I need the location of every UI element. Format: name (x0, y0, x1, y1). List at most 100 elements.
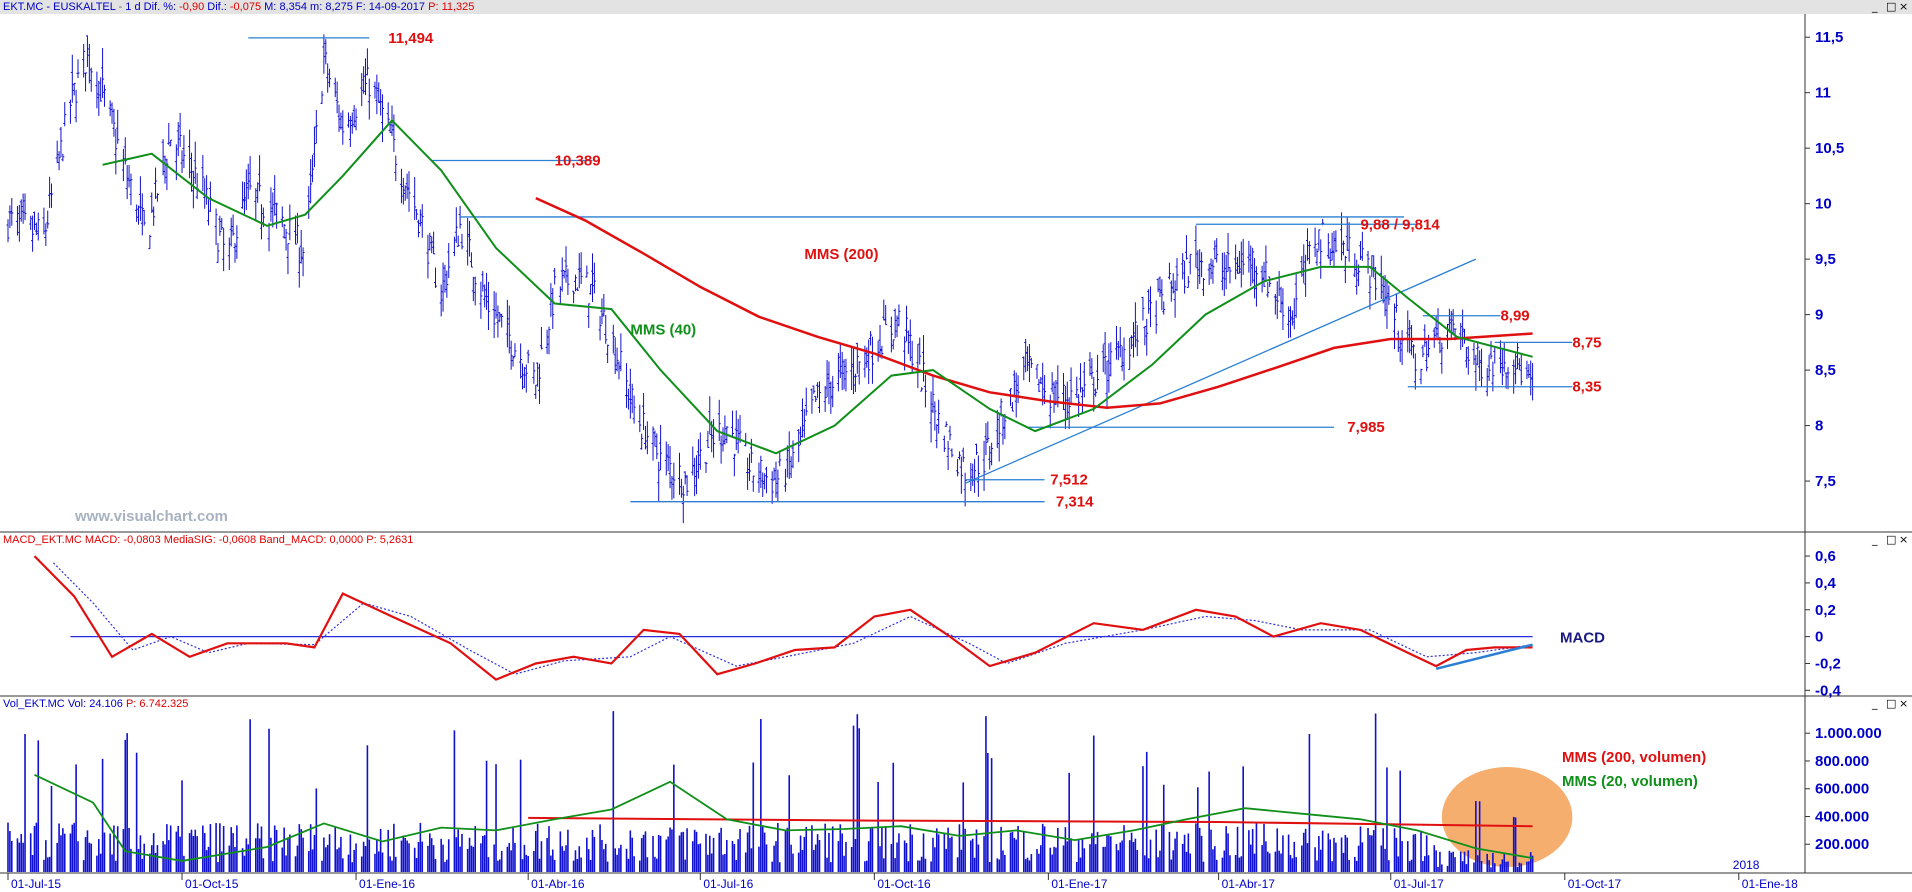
x-axis-label: 01-Abr-17 (1222, 877, 1276, 891)
price-bar (1234, 244, 1238, 280)
price-bar (628, 368, 632, 419)
price-bar (1385, 279, 1389, 329)
price-bar (802, 408, 806, 438)
price-bar (984, 423, 988, 456)
price-bar (248, 156, 252, 190)
price-bar (1198, 249, 1202, 284)
price-bar (1347, 222, 1351, 262)
price-bar (76, 59, 80, 79)
close-price-panel-button[interactable]: × (1899, 0, 1909, 13)
price-bar (1211, 259, 1215, 284)
macd-divergence-line[interactable] (1435, 643, 1533, 671)
volume-y-tick-label: 1.000.000 (1815, 725, 1882, 742)
price-bar (579, 252, 583, 285)
price-bar (717, 399, 721, 441)
price-bar (611, 324, 615, 354)
volume-mms200-line (528, 816, 1533, 828)
price-bar (651, 426, 655, 461)
price-bar (55, 140, 59, 163)
price-bar (772, 467, 776, 481)
price-bar (969, 463, 973, 491)
price-bar (430, 236, 434, 254)
close-volume-panel-button[interactable]: × (1899, 697, 1909, 710)
close-macd-panel-button[interactable]: × (1899, 533, 1909, 546)
minimize-price-panel-button[interactable]: _ (1872, 0, 1878, 13)
symbol-label: EKT.MC - EUSKALTEL (3, 1, 116, 13)
minimize-volume-panel-button[interactable]: _ (1872, 697, 1878, 710)
price-bar (246, 163, 250, 200)
price-bar (882, 299, 886, 321)
price-bar (956, 458, 960, 477)
price-bar (986, 421, 990, 443)
price-bar (1281, 288, 1285, 330)
price-bar (642, 392, 646, 430)
mms40-line (102, 118, 1533, 455)
price-bar (1288, 306, 1292, 338)
price-bar (420, 204, 424, 238)
price-bar (116, 109, 120, 144)
price-bar (524, 364, 528, 393)
maximize-macd-panel-button[interactable]: □ (1886, 533, 1897, 546)
max-value: 8,354 (279, 1, 307, 13)
macd-p-label: P: (366, 534, 377, 546)
macd-y-tick-label: 0,2 (1815, 602, 1836, 619)
price-bar (1489, 340, 1493, 360)
price-bar (346, 112, 350, 128)
price-bar (1114, 325, 1118, 360)
price-bar (1200, 252, 1204, 278)
period-label: 1 d (125, 1, 141, 13)
maximize-price-panel-button[interactable]: □ (1886, 0, 1897, 13)
price-y-tick-label: 9 (1815, 307, 1823, 324)
price-bar (492, 291, 496, 339)
price-bar (129, 173, 133, 206)
price-bar (1062, 373, 1066, 410)
price-bar (1425, 340, 1429, 372)
price-bar (1355, 259, 1359, 295)
price-bar (1043, 375, 1047, 405)
trend-line[interactable] (964, 258, 1477, 484)
price-bar (1147, 289, 1151, 314)
price-bar (695, 455, 699, 495)
price-bar (1451, 309, 1455, 335)
price-bar (857, 361, 861, 385)
price-bar (241, 181, 245, 209)
price-bar (797, 429, 801, 463)
price-bar (137, 205, 141, 225)
price-bar (572, 290, 576, 304)
price-bar (505, 299, 509, 348)
level-label: 10,389 (555, 152, 601, 169)
price-bar (1408, 320, 1412, 354)
price-bar (74, 89, 78, 123)
price-bar (271, 192, 275, 228)
price-bar (850, 346, 854, 391)
price-bar (1290, 310, 1294, 326)
price-value: 11,325 (441, 1, 475, 13)
price-bar (1262, 261, 1266, 287)
price-bar (736, 418, 740, 454)
minimize-macd-panel-button[interactable]: _ (1872, 533, 1878, 546)
price-bar (99, 77, 103, 102)
price-bar (937, 399, 941, 434)
price-bar (749, 438, 753, 464)
volume-y-tick-label: 600.000 (1815, 781, 1869, 798)
price-bar (653, 430, 657, 447)
volume-label: Vol: (67, 698, 87, 710)
price-bar (1103, 332, 1107, 375)
price-bar (15, 205, 19, 236)
price-bar (312, 126, 316, 168)
price-bar (933, 401, 937, 431)
price-bar (471, 276, 475, 302)
price-bar (32, 211, 36, 230)
price-bar (324, 39, 328, 65)
price-bar (486, 281, 490, 331)
price-bar (988, 445, 992, 470)
maximize-volume-panel-button[interactable]: □ (1886, 697, 1897, 710)
price-bar (1131, 322, 1135, 358)
price-bar (1022, 356, 1026, 381)
price-bar (201, 155, 205, 192)
dif-label: Dif.: (207, 1, 227, 13)
price-bar (1341, 240, 1345, 256)
price-bar (1525, 360, 1529, 380)
price-bar (135, 204, 139, 222)
